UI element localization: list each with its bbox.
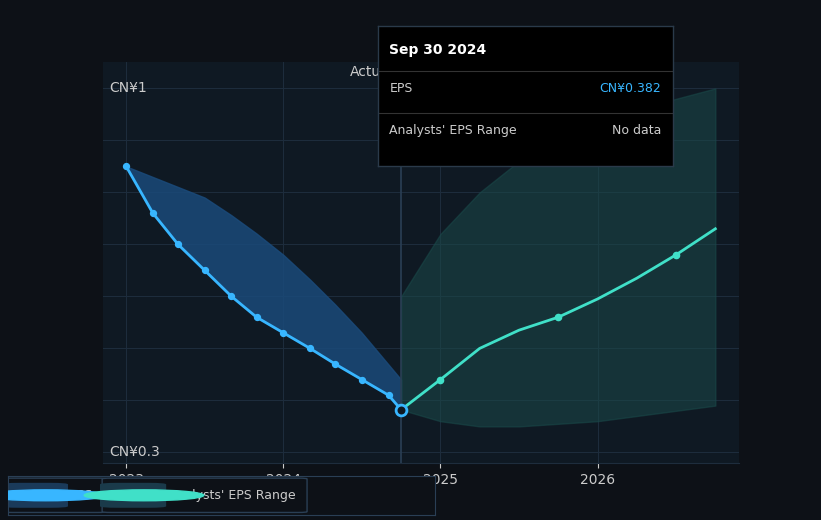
Point [304,344,317,353]
Text: Actual: Actual [350,65,393,79]
Point [669,251,682,259]
Text: EPS: EPS [389,82,413,95]
Point [277,329,290,337]
Circle shape [85,490,204,501]
Point [395,406,408,414]
Circle shape [0,490,106,501]
Text: Analysts' EPS Range: Analysts' EPS Range [389,124,517,137]
Point [120,162,133,171]
Point [198,266,211,275]
FancyBboxPatch shape [100,483,166,508]
Text: Analysts Forecasts: Analysts Forecasts [409,65,538,79]
Text: No data: No data [612,124,662,137]
Text: Analysts' EPS Range: Analysts' EPS Range [168,489,296,502]
Text: EPS: EPS [70,489,94,502]
Point [146,209,159,217]
Text: Sep 30 2024: Sep 30 2024 [389,43,487,57]
Text: CN¥0.3: CN¥0.3 [109,446,160,459]
Point [382,391,395,399]
Text: CN¥0.382: CN¥0.382 [599,82,662,95]
Point [355,375,369,384]
Point [328,360,342,368]
Point [172,240,185,249]
Point [225,292,238,301]
FancyBboxPatch shape [4,478,107,513]
Text: CN¥1: CN¥1 [109,82,147,95]
FancyBboxPatch shape [2,483,68,508]
Point [552,313,565,321]
FancyBboxPatch shape [102,478,307,513]
Point [250,313,264,321]
Point [433,375,447,384]
